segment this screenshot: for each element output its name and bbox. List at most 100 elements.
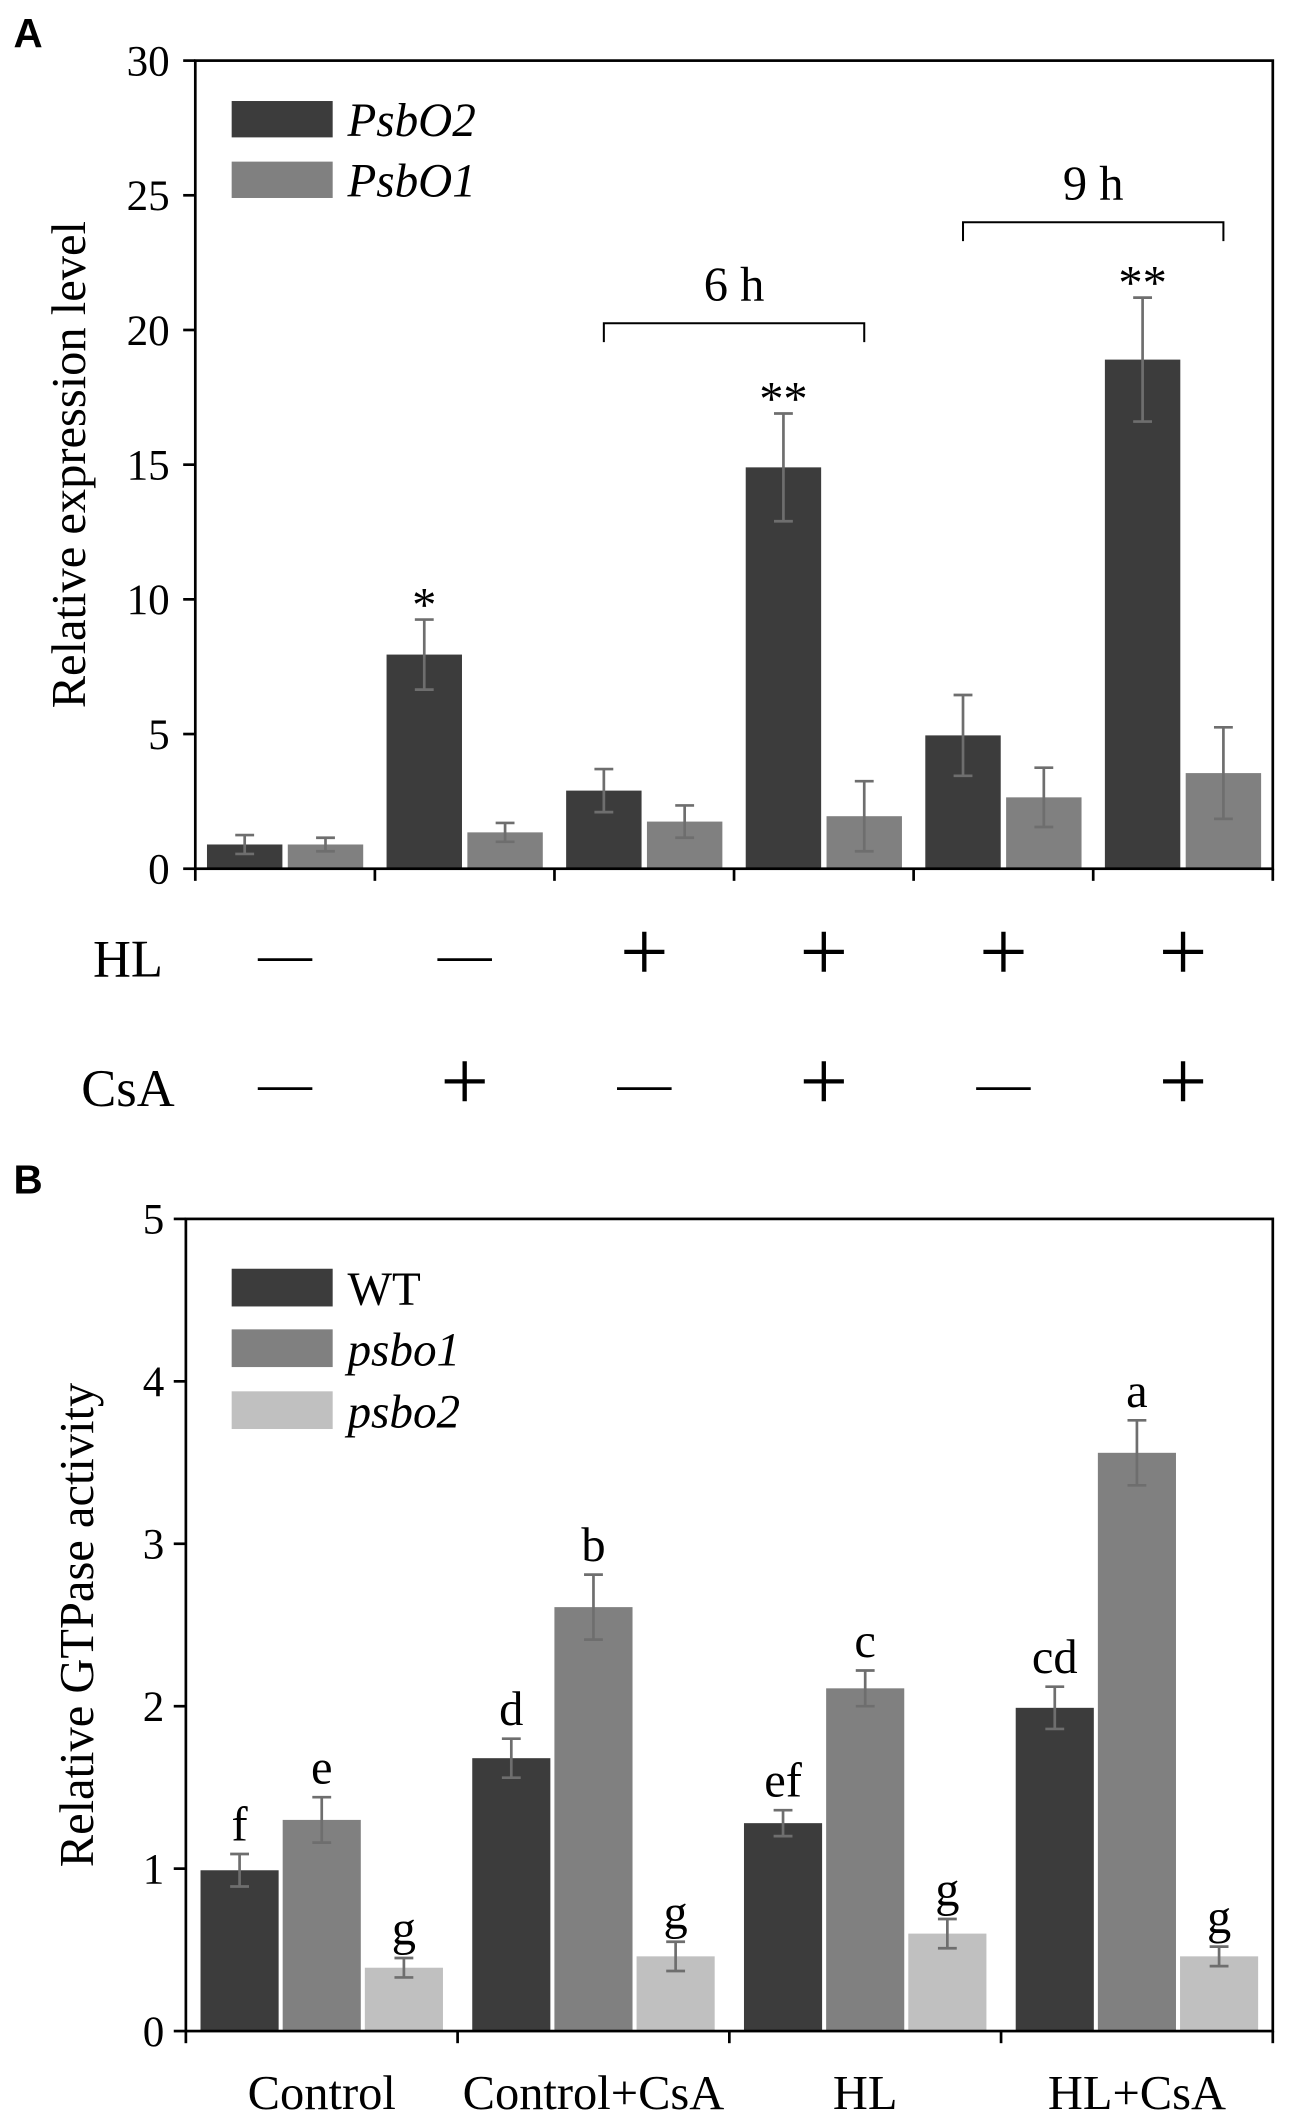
panel-a-legend-swatch-psbo1 [231, 161, 333, 198]
panel-a-label: A [13, 10, 42, 56]
panel-b-error-bar-psbo2 [1209, 1945, 1229, 1968]
panel-a: A 0 5 10 15 20 25 30 Relative expression level P… [13, 10, 1275, 1129]
panel-b-bar-psbo1 [282, 1819, 361, 2032]
panel-b-group-letter-psbo2: g [664, 1886, 688, 1939]
panel-b-error-bar-psbo1 [584, 1573, 603, 1641]
panel-b-bar-psbo2 [908, 1933, 987, 2032]
panel-a-error-bar-psbo1 [495, 821, 515, 844]
panel-b-label: B [13, 1156, 42, 1202]
panel-b-group-letter-psbo2: g [1207, 1891, 1231, 1944]
panel-a-bar-psbo2 [1104, 359, 1181, 869]
panel-b-legend-label-wt: WT [347, 1264, 420, 1316]
panel-a-treatment-symbol-csa: + [1159, 1033, 1208, 1129]
panel-a-y-tick-label: 5 [148, 712, 170, 759]
panel-b-bar-wt [200, 1870, 279, 2032]
panel-b-group-letter-wt: f [232, 1799, 249, 1852]
panel-a-error-bar-psbo2 [1133, 296, 1153, 423]
panel-b-bar-wt [1015, 1707, 1094, 2032]
panel-b-y-tick-label: 1 [143, 1846, 165, 1893]
panel-a-treatment-symbol-hl: + [979, 904, 1028, 1000]
panel-a-error-bar-psbo2 [774, 412, 793, 523]
panel-b-y-tick-label: 2 [143, 1684, 165, 1731]
panel-a-error-bar-psbo2 [594, 767, 614, 814]
panel-a-error-bar-psbo1 [675, 804, 695, 840]
panel-a-y-tick-label: 0 [148, 847, 170, 894]
panel-a-error-bar-psbo2 [414, 618, 434, 691]
panel-b-bar-psbo2 [1180, 1956, 1259, 2032]
panel-a-treatment-symbol-hl: — [257, 924, 313, 984]
panel-a-treatment-symbol-hl: — [437, 924, 493, 984]
panel-b-y-tick-label: 3 [143, 1522, 165, 1569]
panel-b-error-bar-psbo1 [312, 1795, 332, 1844]
panel-a-treatment-symbol-hl: + [620, 904, 669, 1000]
panel-a-y-tick-label: 15 [127, 442, 170, 489]
panel-a-y-tick-label: 20 [127, 308, 170, 355]
panel-a-legend-label-psbo1: PsbO1 [346, 156, 475, 208]
panel-b-group-letter-wt: cd [1032, 1631, 1078, 1684]
panel-b-group-letter-psbo1: e [311, 1742, 333, 1795]
panel-b-plot-frame [184, 1217, 1275, 2033]
panel-b-y-axis-label: Relative GTPase activity [51, 1382, 104, 1867]
panel-b-legend-label-psbo1: psbo1 [344, 1325, 460, 1377]
panel-b-bar-wt [472, 1758, 551, 2032]
panel-a-treatment-symbol-csa: — [975, 1054, 1031, 1114]
panel-b-bar-psbo1 [554, 1607, 633, 2032]
panel-a-y-tick-label: 25 [127, 173, 170, 220]
panel-a-treatment-label-csa: CsA [81, 1060, 174, 1118]
panel-a-legend-label-psbo2: PsbO2 [346, 95, 475, 147]
panel-a-treatment-symbol-hl: + [800, 904, 849, 1000]
panel-a-treatment-symbol-csa: — [257, 1054, 313, 1114]
panel-b-bar-psbo1 [826, 1688, 905, 2032]
panel-b-error-bar-psbo1 [855, 1669, 875, 1708]
panel-b-legend-label-psbo2: psbo2 [344, 1387, 460, 1439]
panel-b-y-tick-label: 5 [143, 1197, 165, 1244]
panel-a-plot-frame [193, 59, 1275, 871]
panel-b-error-bar-psbo2 [394, 1956, 414, 1979]
panel-a-treatment-label-hl: HL [93, 930, 163, 988]
panel-b-error-bar-wt [1045, 1685, 1065, 1731]
panel-b: B 0 1 2 3 4 5 Relative GTPase activity WT psbo1 p… [13, 1156, 1275, 2120]
panel-b-group-letter-psbo1: b [581, 1519, 605, 1572]
panel-a-legend-swatch-psbo2 [231, 101, 333, 138]
panel-b-legend-swatch-psbo1 [231, 1329, 333, 1368]
panel-a-error-bar-psbo1 [854, 779, 874, 853]
panel-b-error-bar-wt [501, 1737, 521, 1780]
panel-a-significance-mark: ** [1118, 257, 1166, 310]
panel-b-error-bar-psbo2 [666, 1940, 686, 1973]
panel-b-x-category-label: Control+CsA [463, 2067, 725, 2120]
panel-a-time-bracket-label: 9 h [1063, 157, 1124, 210]
panel-b-group-letter-psbo1: a [1126, 1365, 1148, 1418]
panel-b-error-bar-psbo2 [937, 1917, 957, 1950]
panel-a-error-bar-psbo1 [316, 836, 335, 853]
panel-a-time-bracket [962, 221, 1225, 242]
panel-a-bar-psbo2 [745, 467, 822, 869]
panel-b-group-letter-psbo2: g [392, 1903, 416, 1956]
panel-a-treatment-symbol-csa: + [440, 1033, 489, 1129]
panel-a-error-bar-psbo2 [953, 693, 973, 778]
panel-b-bar-wt [743, 1823, 823, 2032]
panel-b-y-tick-label: 0 [143, 2009, 165, 2056]
panel-b-bar-psbo1 [1097, 1452, 1176, 2032]
panel-b-x-category-label: HL [833, 2067, 898, 2120]
panel-b-x-category-label: HL+CsA [1048, 2067, 1226, 2120]
panel-b-legend-swatch-psbo2 [231, 1391, 333, 1430]
panel-b-legend-swatch-wt [231, 1268, 333, 1307]
panel-b-error-bar-psbo1 [1127, 1418, 1147, 1487]
panel-a-significance-mark: * [412, 579, 436, 632]
panel-a-time-bracket [602, 322, 866, 343]
panel-b-x-category-label: Control [248, 2067, 396, 2120]
panel-a-treatment-symbol-hl: + [1159, 904, 1208, 1000]
panel-b-error-bar-wt [230, 1852, 250, 1888]
panel-a-y-tick-label: 10 [127, 577, 170, 624]
panel-a-y-tick-label: 30 [127, 38, 170, 85]
panel-b-group-letter-wt: ef [764, 1755, 803, 1808]
panel-a-error-bar-psbo1 [1213, 725, 1233, 821]
panel-b-y-tick-label: 4 [143, 1359, 165, 1406]
panel-a-treatment-symbol-csa: + [800, 1033, 849, 1129]
panel-a-error-bar-psbo2 [235, 833, 255, 856]
panel-a-treatment-symbol-csa: — [616, 1054, 672, 1114]
panel-b-error-bar-wt [773, 1808, 793, 1838]
panel-b-group-letter-psbo1: c [854, 1615, 876, 1668]
panel-a-error-bar-psbo1 [1034, 766, 1054, 829]
